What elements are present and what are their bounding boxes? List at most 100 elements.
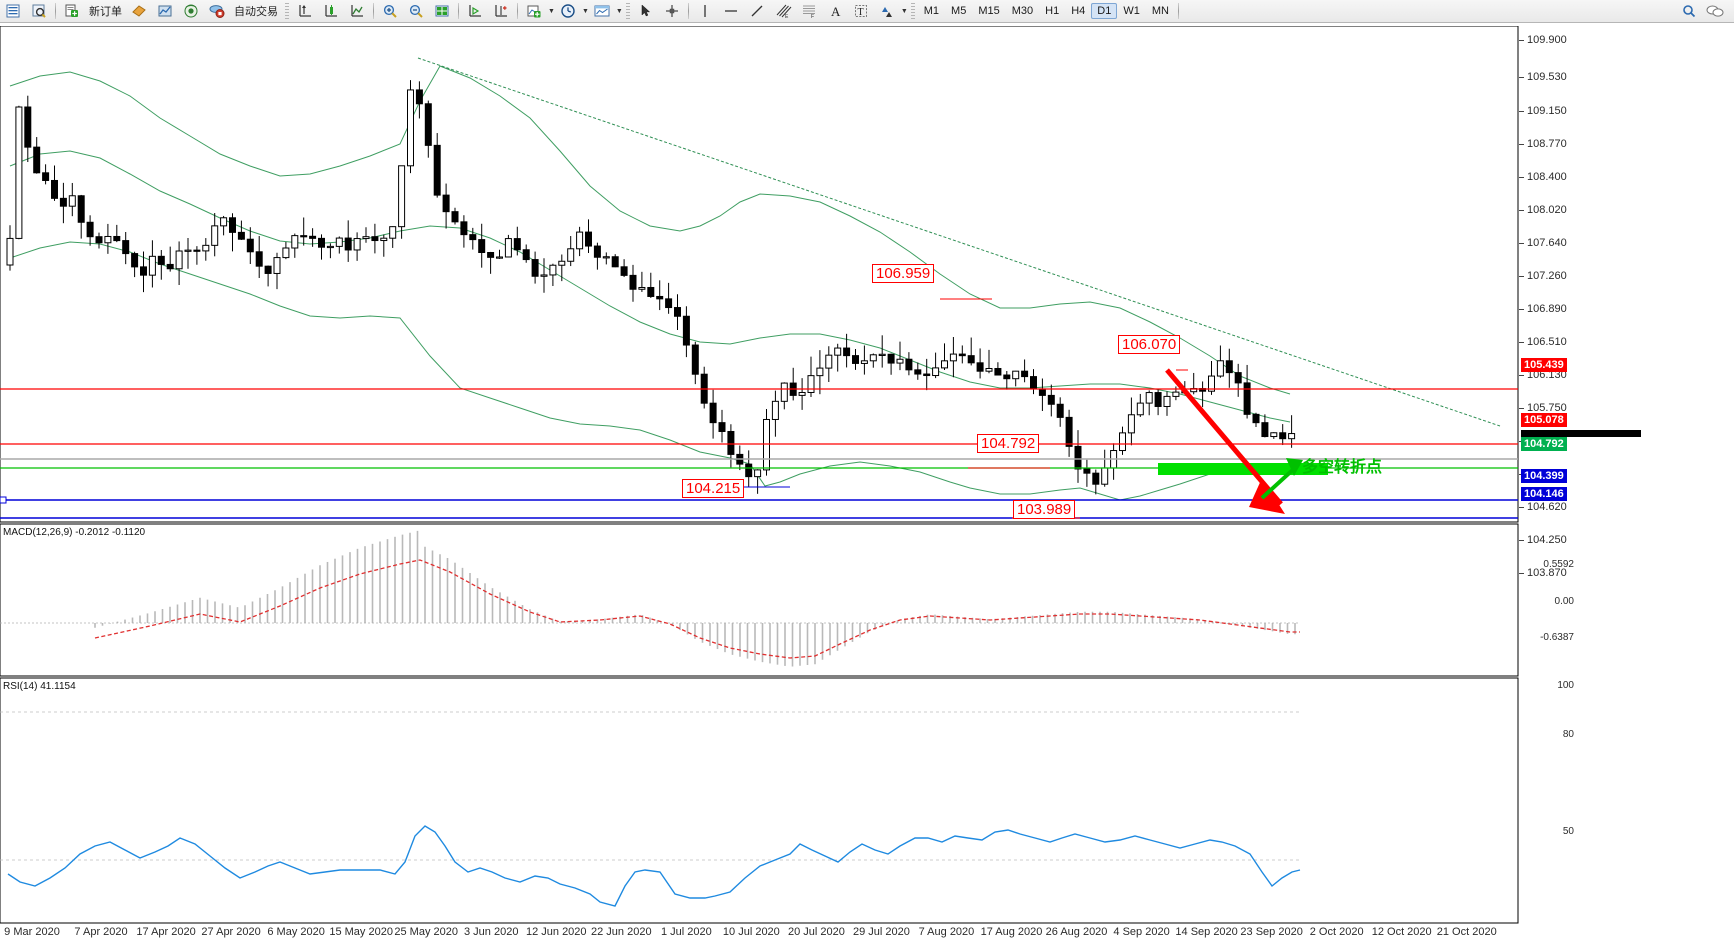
candle-body: [175, 250, 183, 270]
price-tick: 104.250: [1519, 534, 1567, 546]
descending-trendline[interactable]: [417, 57, 1501, 427]
toolbar-grip[interactable]: [285, 3, 289, 19]
toolbar-grip[interactable]: [625, 3, 630, 19]
text-label-icon[interactable]: T: [848, 1, 874, 21]
price-panel: [0, 26, 1519, 523]
timeframe-h1[interactable]: H1: [1045, 5, 1060, 17]
candle-body: [318, 237, 325, 248]
timeframe-clock-icon[interactable]: [555, 1, 581, 21]
candle-body: [941, 360, 948, 369]
new-order-icon[interactable]: [59, 1, 85, 21]
templates-icon[interactable]: [589, 1, 615, 21]
market-watch-icon[interactable]: [0, 1, 26, 21]
arrows-dropdown-caret[interactable]: ▼: [900, 7, 908, 15]
candle-body: [869, 354, 877, 362]
timeframe-h4[interactable]: H4: [1071, 5, 1086, 17]
svg-text:T: T: [857, 7, 863, 18]
autotrading-icon[interactable]: [204, 1, 230, 21]
equidistant-channel-icon[interactable]: E: [770, 1, 796, 21]
price-tick: 108.400: [1519, 171, 1567, 183]
date-label: 7 Apr 2020: [74, 926, 128, 938]
auto-scroll-icon[interactable]: [488, 1, 514, 21]
candle-body: [1208, 375, 1215, 392]
autotrading-label[interactable]: 自动交易: [234, 6, 278, 18]
candle-body: [914, 369, 922, 375]
candle-body: [1279, 432, 1287, 440]
candle-body: [718, 422, 726, 432]
text-icon[interactable]: A: [822, 1, 848, 21]
fibonacci-icon[interactable]: F: [796, 1, 822, 21]
candle-body: [522, 249, 530, 261]
level-handle[interactable]: [0, 496, 7, 504]
candle-body: [709, 402, 717, 424]
line-chart-icon[interactable]: [344, 1, 370, 21]
annotation-106959[interactable]: 106.959: [872, 264, 935, 283]
vertical-line-icon[interactable]: [692, 1, 718, 21]
trendline-icon[interactable]: [744, 1, 770, 21]
candle-body: [638, 286, 646, 290]
price-tick: 106.890: [1519, 303, 1567, 315]
crosshair-icon[interactable]: [292, 1, 318, 21]
indicator-dropdown-caret[interactable]: ▼: [548, 7, 555, 15]
candle-body: [1092, 472, 1100, 485]
price-scale[interactable]: 109.900 109.530 109.150 108.770 108.400 …: [1519, 26, 1734, 924]
timeframe-mn[interactable]: MN: [1151, 5, 1169, 17]
date-label: 12 Oct 2020: [1371, 926, 1432, 938]
annotation-104792[interactable]: 104.792: [977, 434, 1040, 453]
candle-body: [745, 463, 753, 478]
candle-body: [1101, 467, 1109, 485]
cursor-icon[interactable]: [633, 1, 659, 21]
support-zone-highlight[interactable]: [1158, 463, 1328, 475]
expert-advisor-icon[interactable]: [126, 1, 152, 21]
horizontal-line-icon[interactable]: [718, 1, 744, 21]
candle-body: [647, 286, 655, 297]
price-chart-canvas[interactable]: [0, 26, 1519, 924]
macd-scale-zero: 0.00: [1554, 596, 1574, 607]
price-tick: 107.260: [1519, 270, 1567, 282]
annotation-104215[interactable]: 104.215: [682, 479, 745, 498]
templates-dropdown-caret[interactable]: ▼: [615, 7, 623, 15]
date-label: 6 May 2020: [267, 926, 325, 938]
annotation-turning-point[interactable]: 多空转折点: [1302, 459, 1383, 476]
annotation-103989[interactable]: 103.989: [1013, 500, 1076, 519]
zoom-out-icon[interactable]: [403, 1, 429, 21]
chart-shift-icon[interactable]: [462, 1, 488, 21]
arrows-icon[interactable]: [874, 1, 900, 21]
candle-body: [682, 315, 690, 346]
add-indicator-icon[interactable]: [521, 1, 547, 21]
candle-body: [825, 354, 833, 369]
rsi-line: [7, 825, 1301, 907]
date-label: 17 Apr 2020: [136, 926, 196, 938]
candle-body: [33, 146, 41, 174]
candle-body: [549, 264, 557, 276]
date-axis[interactable]: 9 Mar 2020 7 Apr 2020 17 Apr 2020 27 Apr 20…: [0, 924, 1519, 942]
new-order-label[interactable]: 新订单: [89, 6, 122, 18]
bar-chart-icon[interactable]: [318, 1, 344, 21]
timeframe-m15[interactable]: M15: [978, 5, 1000, 17]
toolbar-grip[interactable]: [910, 3, 915, 19]
timeframe-m5[interactable]: M5: [951, 5, 967, 17]
candle-body: [237, 231, 245, 240]
candle-body: [309, 235, 317, 239]
bullish-arrow[interactable]: [1260, 458, 1303, 500]
chat-icon[interactable]: [1702, 1, 1728, 21]
mql5-community-icon[interactable]: [178, 1, 204, 21]
timeframe-m1[interactable]: M1: [923, 5, 940, 17]
candle-body: [104, 235, 112, 244]
price-tick: 106.510: [1519, 336, 1567, 348]
timeframe-dropdown-caret[interactable]: ▼: [581, 7, 589, 15]
strategy-tester-icon[interactable]: [152, 1, 178, 21]
annotation-106070[interactable]: 106.070: [1118, 335, 1181, 354]
timeframe-m30[interactable]: M30: [1011, 5, 1034, 17]
zoom-in-icon[interactable]: [377, 1, 403, 21]
crosshair-tool-icon[interactable]: [659, 1, 685, 21]
timeframe-d1[interactable]: D1: [1091, 3, 1118, 19]
candle-body: [985, 367, 993, 372]
candle-body: [807, 375, 815, 393]
data-window-icon[interactable]: [26, 1, 52, 21]
timeframe-w1[interactable]: W1: [1123, 5, 1140, 17]
chart-grid-icon[interactable]: [429, 1, 455, 21]
search-icon[interactable]: [1676, 1, 1702, 21]
rsi-scale-80: 80: [1562, 729, 1574, 740]
toolbar-separator: [373, 3, 374, 19]
